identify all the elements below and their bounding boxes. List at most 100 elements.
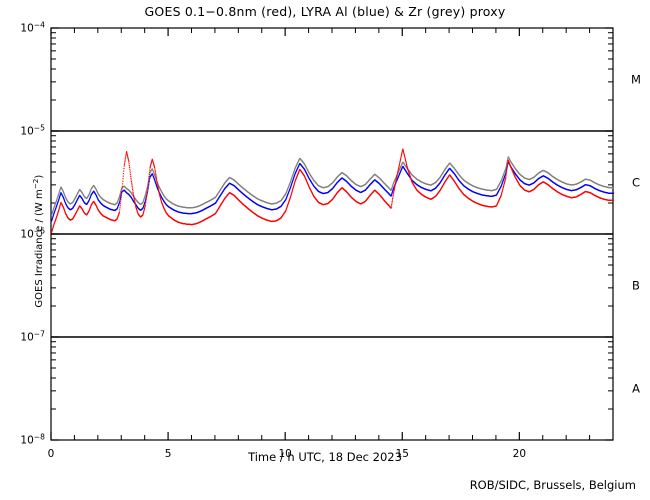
data-point	[57, 211, 59, 213]
data-point	[56, 204, 58, 206]
data-point	[503, 177, 505, 180]
data-point	[145, 197, 147, 199]
data-point	[90, 189, 92, 191]
data-point	[51, 231, 53, 233]
data-point	[142, 206, 144, 209]
data-point	[51, 231, 53, 233]
data-point	[286, 190, 288, 192]
data-point	[289, 182, 291, 184]
data-point	[90, 194, 92, 196]
data-point	[285, 198, 287, 200]
data-point	[58, 199, 60, 201]
data-point	[88, 192, 91, 194]
data-point	[58, 208, 60, 210]
data-point	[501, 182, 503, 184]
data-point	[88, 194, 90, 196]
data-point	[54, 220, 56, 222]
data-point	[288, 184, 290, 186]
data-point	[54, 209, 56, 211]
data-point	[392, 184, 394, 186]
data-point	[90, 189, 92, 191]
data-point	[121, 192, 123, 194]
data-point	[291, 183, 293, 185]
data-point	[289, 181, 292, 183]
flare-class-label-C: C	[632, 176, 640, 190]
data-point	[293, 170, 295, 172]
data-point	[504, 170, 506, 172]
data-point	[287, 193, 289, 195]
data-point	[506, 161, 508, 163]
data-point	[59, 187, 62, 190]
data-point	[292, 172, 294, 175]
data-point	[293, 170, 295, 172]
data-point	[290, 179, 292, 181]
data-point	[502, 175, 504, 177]
data-point	[90, 195, 92, 197]
data-point	[119, 199, 121, 201]
data-point	[148, 180, 150, 182]
data-point	[119, 192, 122, 194]
data-point	[290, 185, 292, 187]
data-point	[144, 195, 146, 197]
data-point	[288, 190, 290, 192]
data-point	[53, 222, 55, 224]
data-point	[285, 197, 288, 199]
data-point	[500, 179, 502, 181]
data-point	[58, 191, 60, 193]
data-point	[501, 177, 503, 180]
data-point	[57, 213, 59, 215]
data-point	[55, 205, 58, 207]
data-point	[63, 194, 66, 196]
data-point	[288, 189, 290, 192]
data-point	[52, 216, 54, 218]
data-point	[142, 201, 144, 203]
data-point	[119, 197, 122, 199]
data-point	[504, 175, 506, 178]
data-point	[118, 203, 120, 205]
data-point	[59, 189, 61, 191]
data-point	[59, 204, 61, 206]
data-point	[56, 197, 59, 199]
data-point	[151, 168, 154, 171]
data-point	[151, 173, 153, 175]
data-point	[143, 199, 145, 201]
data-point	[144, 196, 146, 198]
data-point	[502, 181, 504, 183]
data-point	[392, 189, 394, 191]
data-point	[153, 173, 155, 175]
data-point	[287, 192, 289, 194]
data-point	[294, 168, 296, 170]
data-point	[291, 175, 293, 177]
data-point	[89, 196, 91, 199]
data-point	[503, 176, 505, 178]
data-point	[292, 180, 294, 182]
data-point	[287, 192, 289, 195]
data-point	[501, 179, 503, 181]
data-point	[507, 157, 509, 159]
data-point	[503, 178, 505, 180]
data-point	[289, 188, 291, 190]
data-point	[290, 186, 292, 188]
data-point	[63, 193, 65, 195]
data-point	[143, 198, 145, 201]
data-point	[391, 185, 393, 187]
data-point	[503, 173, 505, 175]
data-point	[118, 198, 120, 200]
data-point	[288, 191, 290, 193]
data-point	[291, 181, 293, 183]
data-point	[64, 196, 66, 198]
data-point	[56, 215, 58, 217]
data-point	[118, 201, 121, 203]
data-point	[285, 193, 287, 195]
data-point	[53, 205, 55, 208]
data-point	[505, 165, 507, 167]
data-point	[504, 171, 506, 173]
data-point	[294, 174, 296, 176]
data-point	[143, 204, 145, 206]
data-point	[142, 201, 144, 203]
chart-title: GOES 0.1−0.8nm (red), LYRA Al (blue) & Z…	[144, 4, 506, 19]
flare-class-label-A: A	[632, 382, 640, 396]
data-point	[292, 173, 294, 175]
data-point	[118, 196, 120, 198]
